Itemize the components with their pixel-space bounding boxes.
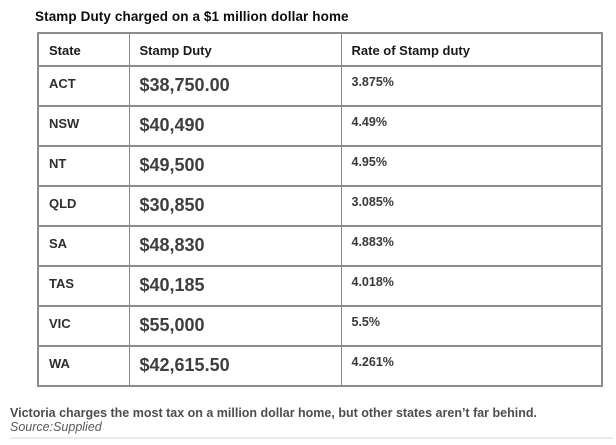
table-title: Stamp Duty charged on a $1 million dolla…: [35, 9, 349, 24]
cell-duty: $48,830: [128, 225, 342, 267]
cell-duty: $55,000: [128, 305, 342, 347]
cell-rate: 4.883%: [340, 225, 603, 267]
table-header-row: State Stamp Duty Rate of Stamp duty: [37, 32, 603, 67]
table-row: VIC $55,000 5.5%: [37, 305, 603, 347]
cell-state: VIC: [37, 305, 130, 347]
cell-rate: 3.085%: [340, 185, 603, 227]
table-row: TAS $40,185 4.018%: [37, 265, 603, 307]
cell-duty: $49,500: [128, 145, 342, 187]
figure-caption: Victoria charges the most tax on a milli…: [10, 406, 616, 434]
cell-state: TAS: [37, 265, 130, 307]
stamp-duty-table: State Stamp Duty Rate of Stamp duty ACT …: [37, 32, 603, 387]
cell-rate: 4.261%: [340, 345, 603, 387]
cell-state: WA: [37, 345, 130, 387]
cell-rate: 5.5%: [340, 305, 603, 347]
table-row: WA $42,615.50 4.261%: [37, 345, 603, 387]
cell-rate: 4.95%: [340, 145, 603, 187]
cell-duty: $38,750.00: [128, 65, 342, 107]
cell-state: SA: [37, 225, 130, 267]
table-row: QLD $30,850 3.085%: [37, 185, 603, 227]
cell-rate: 4.49%: [340, 105, 603, 147]
cell-state: QLD: [37, 185, 130, 227]
bottom-divider: [10, 437, 613, 439]
cell-state: NSW: [37, 105, 130, 147]
cell-duty: $30,850: [128, 185, 342, 227]
caption-source: Source:Supplied: [10, 420, 102, 434]
column-header-state: State: [37, 32, 130, 67]
cell-rate: 4.018%: [340, 265, 603, 307]
cell-duty: $40,490: [128, 105, 342, 147]
cell-rate: 3.875%: [340, 65, 603, 107]
cell-duty: $42,615.50: [128, 345, 342, 387]
cell-state: NT: [37, 145, 130, 187]
column-header-stamp-duty: Stamp Duty: [128, 32, 342, 67]
table-row: NSW $40,490 4.49%: [37, 105, 603, 147]
table-row: ACT $38,750.00 3.875%: [37, 65, 603, 107]
column-header-rate: Rate of Stamp duty: [340, 32, 603, 67]
cell-state: ACT: [37, 65, 130, 107]
table-row: SA $48,830 4.883%: [37, 225, 603, 267]
table-row: NT $49,500 4.95%: [37, 145, 603, 187]
cell-duty: $40,185: [128, 265, 342, 307]
caption-text: Victoria charges the most tax on a milli…: [10, 406, 537, 420]
